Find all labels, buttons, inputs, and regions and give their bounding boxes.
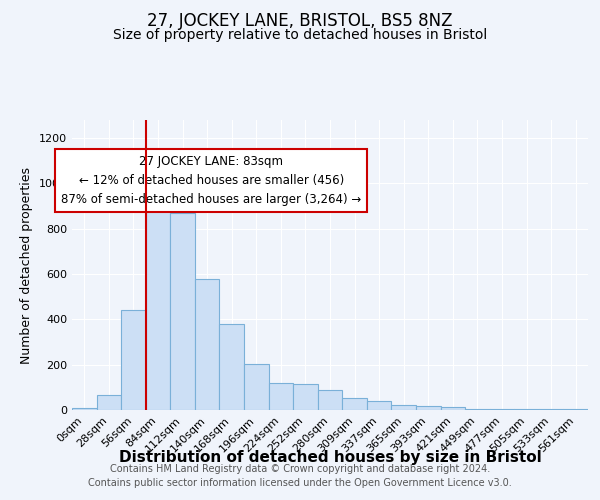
Y-axis label: Number of detached properties: Number of detached properties xyxy=(20,166,34,364)
Bar xyxy=(465,408,490,410)
Bar xyxy=(170,213,195,410)
Text: Size of property relative to detached houses in Bristol: Size of property relative to detached ho… xyxy=(113,28,487,42)
Bar xyxy=(97,396,121,410)
Bar xyxy=(72,408,97,410)
Bar xyxy=(391,405,416,410)
Bar xyxy=(342,398,367,410)
Text: 27, JOCKEY LANE, BRISTOL, BS5 8NZ: 27, JOCKEY LANE, BRISTOL, BS5 8NZ xyxy=(147,12,453,30)
Text: Contains HM Land Registry data © Crown copyright and database right 2024.
Contai: Contains HM Land Registry data © Crown c… xyxy=(88,464,512,487)
Bar xyxy=(121,310,146,410)
Bar xyxy=(244,364,269,410)
Bar xyxy=(563,409,588,410)
Bar xyxy=(146,210,170,410)
Bar xyxy=(220,324,244,410)
Text: Distribution of detached houses by size in Bristol: Distribution of detached houses by size … xyxy=(119,450,541,465)
Bar xyxy=(293,384,318,410)
Bar xyxy=(440,408,465,410)
Bar xyxy=(367,401,391,410)
Bar xyxy=(318,390,342,410)
Bar xyxy=(195,278,220,410)
Bar xyxy=(490,409,514,410)
Bar xyxy=(269,383,293,410)
Text: 27 JOCKEY LANE: 83sqm
← 12% of detached houses are smaller (456)
87% of semi-det: 27 JOCKEY LANE: 83sqm ← 12% of detached … xyxy=(61,155,361,206)
Bar xyxy=(416,406,440,410)
